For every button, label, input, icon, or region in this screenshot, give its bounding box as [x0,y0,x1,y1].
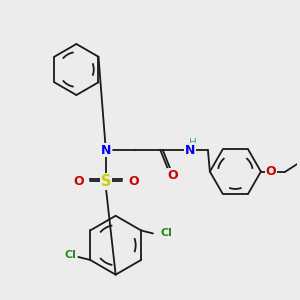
Text: O: O [266,165,276,178]
Text: O: O [167,169,178,182]
Text: H: H [189,138,197,148]
Text: O: O [128,175,139,188]
Text: N: N [100,143,111,157]
Text: N: N [185,143,195,157]
Text: Cl: Cl [161,228,172,239]
Text: S: S [100,174,111,189]
Text: O: O [73,175,84,188]
Text: Cl: Cl [64,250,76,260]
